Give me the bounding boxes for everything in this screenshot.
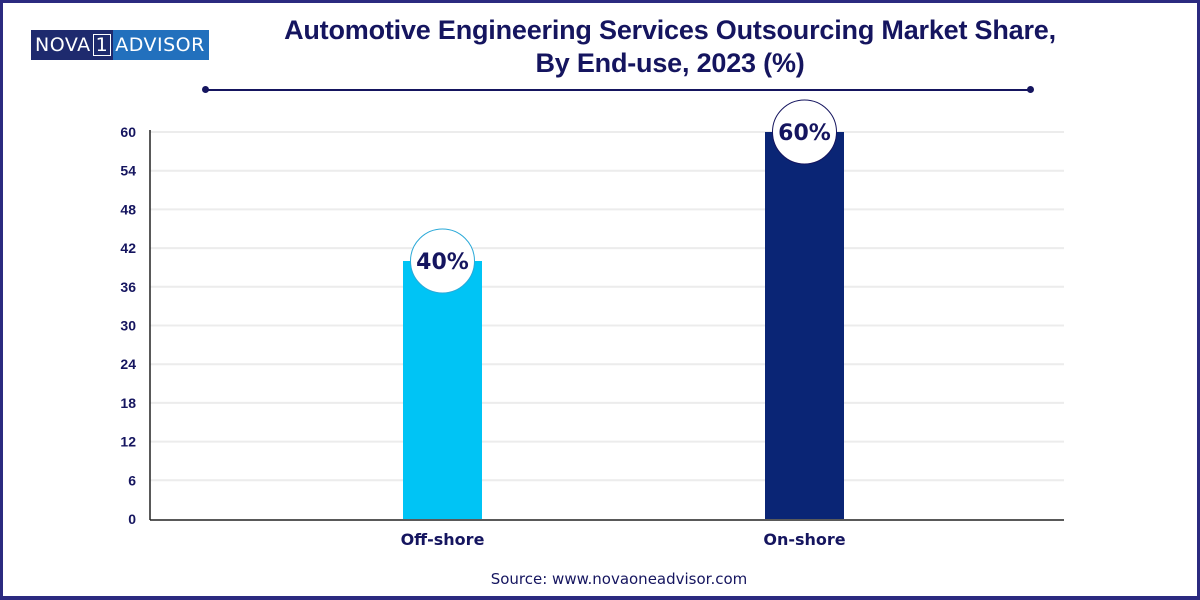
x-tick-label: Off-shore: [401, 530, 485, 549]
y-tick-label: 12: [120, 434, 136, 450]
x-tick-label: On-shore: [763, 530, 845, 549]
y-tick-label: 30: [120, 318, 136, 334]
rule-right-dot: [1027, 86, 1034, 93]
y-tick-label: 0: [128, 511, 136, 527]
y-tick-label: 18: [120, 395, 136, 411]
title-underline: [205, 89, 1031, 91]
y-tick-label: 48: [120, 201, 136, 217]
data-label: 60%: [778, 121, 831, 146]
data-label-circle: [772, 99, 837, 165]
logo-left-part: NOVA 1: [31, 30, 114, 60]
bars: [403, 132, 844, 519]
bar-on-shore: [765, 132, 844, 519]
data-label: 40%: [416, 250, 469, 275]
x-axis-ticks: Off-shore On-shore: [401, 530, 846, 549]
y-tick-label: 54: [120, 163, 136, 179]
chart-title-line1: Automotive Engineering Services Outsourc…: [284, 15, 1056, 45]
chart-subtitle: By End-use, 2023 (%): [535, 48, 805, 78]
logo-text-advisor: ADVISOR: [113, 30, 209, 60]
source-text: Source: www.novaoneadvisor.com: [490, 570, 748, 588]
data-label-circle: [410, 228, 475, 294]
y-axis-ticks: 0 6 12 18 24 30 36 42 48 54 60: [120, 124, 136, 527]
y-tick-label: 60: [120, 124, 136, 140]
y-tick-label: 36: [120, 279, 136, 295]
y-tick-label: 6: [128, 472, 136, 488]
chart-title: Automotive Engineering Services Outsourc…: [230, 14, 1110, 80]
y-tick-label: 24: [120, 356, 136, 372]
data-labels: 40% 60%: [410, 99, 837, 294]
bar-off-shore: [403, 261, 482, 519]
gridlines: [150, 131, 1064, 482]
logo-text-one: 1: [92, 34, 112, 56]
y-tick-label: 42: [120, 240, 136, 256]
logo-text-nova: NOVA: [35, 34, 91, 56]
nova-one-advisor-logo: NOVA 1 ADVISOR: [31, 30, 209, 60]
